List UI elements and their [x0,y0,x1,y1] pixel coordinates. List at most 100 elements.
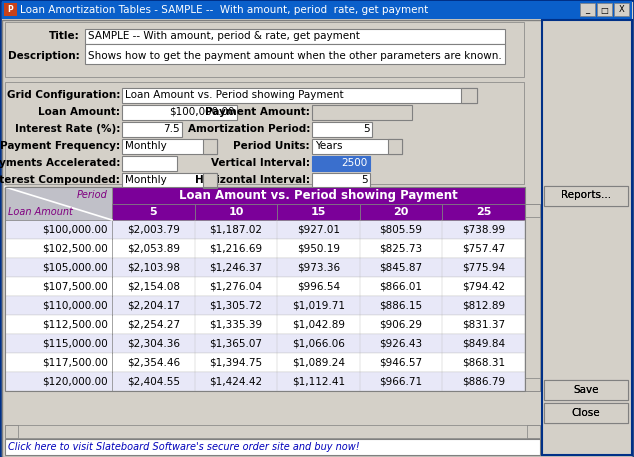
Bar [461,88,477,103]
Text: $1,305.72: $1,305.72 [209,301,262,310]
Bar [112,204,195,220]
Text: 2500: 2500 [342,158,368,168]
Text: $812.89: $812.89 [462,301,505,310]
Text: $845.87: $845.87 [380,262,423,272]
Bar [312,139,402,154]
Text: $927.01: $927.01 [297,224,340,234]
Text: $906.29: $906.29 [380,319,423,329]
Text: Click here to visit Slateboard Software's secure order site and buy now!: Click here to visit Slateboard Software'… [8,442,359,452]
Bar [203,139,217,154]
Text: $2,053.89: $2,053.89 [127,244,180,254]
Bar [544,403,628,423]
Text: $1,424.42: $1,424.42 [209,377,262,387]
Text: $886.15: $886.15 [380,301,423,310]
Text: $1,089.24: $1,089.24 [292,357,345,367]
Text: Grid Configuration:: Grid Configuration: [6,90,120,100]
Text: P: P [8,5,13,15]
Text: Loan Amount vs. Period showing Payment: Loan Amount vs. Period showing Payment [125,90,344,100]
Bar [195,204,277,220]
Text: Payment Amount:: Payment Amount: [205,107,310,117]
Text: $1,335.39: $1,335.39 [209,319,262,329]
Text: $1,365.07: $1,365.07 [209,339,262,349]
Bar [122,139,217,154]
Text: Close: Close [572,408,600,418]
Bar [388,139,402,154]
Bar [525,378,540,391]
Text: $105,000.00: $105,000.00 [42,262,108,272]
Text: Loan Amount: Loan Amount [8,207,73,217]
Bar [112,187,525,204]
Bar [5,425,540,438]
Text: Years: Years [315,141,342,151]
Bar [85,29,505,44]
Bar [544,403,628,423]
Bar [277,204,360,220]
Text: $1,042.89: $1,042.89 [292,319,345,329]
Text: Period: Period [77,190,108,200]
Text: Monthly: Monthly [125,141,167,151]
Text: $831.37: $831.37 [462,319,505,329]
Text: $738.99: $738.99 [462,224,505,234]
Text: $805.59: $805.59 [380,224,423,234]
Text: X: X [619,5,624,15]
Text: $950.19: $950.19 [297,244,340,254]
Text: $117,500.00: $117,500.00 [42,357,108,367]
Text: $2,354.46: $2,354.46 [127,357,180,367]
Bar [5,439,540,455]
Text: Interest Rate (%):: Interest Rate (%): [15,124,120,134]
Bar [122,105,237,120]
Text: $2,103.98: $2,103.98 [127,262,180,272]
Bar [2,1,632,19]
Text: 5: 5 [361,175,368,185]
Text: 5: 5 [150,207,157,217]
Bar [544,380,628,400]
Text: 7.5: 7.5 [164,124,180,134]
Text: $966.71: $966.71 [380,377,423,387]
Text: $1,066.06: $1,066.06 [292,339,345,349]
Text: $100,000.00: $100,000.00 [42,224,108,234]
Text: ▼: ▼ [529,380,536,389]
Text: $2,304.36: $2,304.36 [127,339,180,349]
Text: $100,000.00: $100,000.00 [169,107,235,117]
Text: 15: 15 [311,207,326,217]
Text: $868.31: $868.31 [462,357,505,367]
Bar [4,3,17,16]
Bar [5,22,524,77]
Bar [122,173,217,188]
Bar [312,173,370,188]
Text: Title:: Title: [49,31,80,41]
Text: ◄: ◄ [9,427,15,436]
Text: Close: Close [572,408,600,418]
Text: Horizontal Interval:: Horizontal Interval: [195,175,310,185]
Text: $2,204.17: $2,204.17 [127,301,180,310]
Text: Period Units:: Period Units: [233,141,310,151]
Bar [5,353,525,372]
Bar [542,20,632,455]
Text: $1,019.71: $1,019.71 [292,301,345,310]
Text: $849.84: $849.84 [462,339,505,349]
Bar [360,204,443,220]
Bar [312,105,412,120]
Text: 25: 25 [476,207,491,217]
Text: $2,254.27: $2,254.27 [127,319,180,329]
Text: $1,276.04: $1,276.04 [209,282,262,292]
Text: Loan Amount vs. Period showing Payment: Loan Amount vs. Period showing Payment [179,189,458,202]
Bar [5,296,525,315]
Bar [5,315,525,334]
Text: $2,404.55: $2,404.55 [127,377,180,387]
Bar [5,187,525,391]
Bar [312,156,370,171]
Bar [5,425,18,438]
Bar [597,3,612,16]
Text: $1,246.37: $1,246.37 [209,262,262,272]
Text: $886.79: $886.79 [462,377,505,387]
Text: $2,003.79: $2,003.79 [127,224,179,234]
Text: $115,000.00: $115,000.00 [42,339,108,349]
Text: Vertical Interval:: Vertical Interval: [211,158,310,168]
Text: Monthly: Monthly [125,175,167,185]
Bar [544,380,628,400]
Bar [5,334,525,353]
Text: $1,187.02: $1,187.02 [209,224,262,234]
Text: $996.54: $996.54 [297,282,340,292]
Text: ▼: ▼ [466,90,472,100]
